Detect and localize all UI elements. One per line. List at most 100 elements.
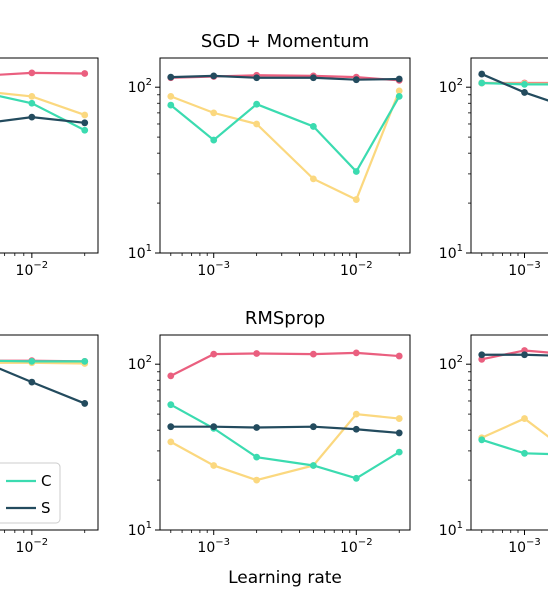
data-point [81, 400, 89, 407]
data-point [28, 99, 36, 107]
data-point [395, 448, 403, 456]
data-point [395, 87, 403, 95]
series-line [481, 81, 548, 86]
data-point [395, 352, 403, 360]
data-point [521, 449, 528, 457]
series-line [170, 74, 400, 81]
series-line [170, 90, 401, 202]
y-tick-label: 102 [439, 77, 463, 96]
data-point [395, 75, 403, 83]
series-line [170, 95, 401, 174]
data-point [352, 474, 360, 482]
series-line [170, 351, 400, 377]
data-point [521, 80, 528, 88]
y-tick-label: 101 [128, 520, 152, 539]
data-point [210, 72, 218, 80]
data-point [521, 351, 528, 359]
panel-5: 10−3 10−2 101 102 RMSprop Learning rate [128, 308, 411, 588]
data-point [478, 351, 486, 359]
x-tick-label: 10−3 [508, 537, 541, 556]
data-point [253, 350, 261, 357]
panel-4: 10−2tarateCS [0, 334, 99, 556]
series-line [0, 116, 85, 124]
data-point [253, 424, 261, 431]
data-point [521, 89, 528, 96]
data-point [309, 462, 317, 469]
data-point [309, 423, 317, 431]
data-point [167, 423, 175, 431]
data-point [81, 70, 89, 77]
data-point [253, 100, 261, 108]
data-point [395, 429, 403, 437]
panel-title: SGD + Momentum [201, 31, 369, 52]
axes-frame [159, 334, 411, 531]
series-line [481, 438, 548, 456]
data-point [478, 436, 486, 444]
y-tick-label: 101 [439, 520, 463, 539]
x-tick-label: 10−3 [197, 260, 230, 279]
series-line [170, 403, 400, 480]
data-point [210, 462, 218, 469]
series-line [481, 73, 548, 102]
data-point [352, 196, 360, 203]
data-point [352, 410, 360, 418]
y-tick-label: 102 [439, 354, 463, 373]
x-tick-label: 10−2 [16, 537, 49, 556]
data-point [28, 113, 36, 121]
x-tick-label: 10−3 [508, 260, 541, 279]
data-point [253, 74, 261, 82]
panel-3: 10−3 101 102 [439, 57, 548, 279]
data-point [309, 123, 317, 130]
data-point [167, 372, 175, 380]
axes-frame [470, 334, 548, 531]
y-tick-label: 102 [128, 354, 152, 373]
data-point [309, 175, 317, 183]
data-point [81, 119, 89, 127]
series-line [0, 361, 85, 365]
data-point [167, 73, 175, 81]
data-point [28, 93, 36, 100]
axes-frame [470, 57, 548, 254]
data-point [253, 120, 261, 128]
series-line [0, 359, 85, 363]
legend-label: C [41, 472, 51, 490]
panel-2: 10−3 10−2 101 102 SGD + Momentum [128, 31, 411, 279]
axes-frame [159, 57, 411, 254]
series-line [0, 71, 85, 76]
series-line [481, 349, 548, 361]
series-line [0, 367, 86, 405]
data-point [210, 423, 218, 431]
data-point [478, 79, 486, 87]
data-point [167, 401, 175, 409]
data-point [81, 357, 89, 365]
data-point [253, 476, 261, 484]
y-tick-label: 101 [128, 243, 152, 262]
x-tick-label: 10−3 [197, 537, 230, 556]
data-point [253, 453, 261, 461]
data-point [352, 425, 360, 433]
series-line [481, 417, 548, 439]
data-point [309, 350, 317, 358]
series-line [170, 425, 400, 435]
panel-6: 10−3101102Le [439, 334, 548, 556]
x-tick-label: 10−2 [340, 537, 373, 556]
panel-1: 10−2 [0, 57, 99, 279]
data-point [28, 357, 36, 365]
series-line [170, 412, 400, 482]
data-point [352, 168, 360, 175]
data-point [210, 136, 218, 144]
x-axis-label: Learning rate [228, 568, 342, 588]
x-tick-label: 10−2 [16, 260, 49, 279]
data-point [395, 415, 403, 422]
data-point [478, 70, 486, 78]
axes-frame [0, 334, 99, 531]
data-point [521, 415, 528, 422]
y-tick-label: 102 [128, 77, 152, 96]
data-point [352, 76, 360, 84]
data-point [28, 69, 36, 77]
data-point [28, 378, 36, 386]
data-point [167, 101, 175, 109]
data-point [210, 109, 218, 117]
